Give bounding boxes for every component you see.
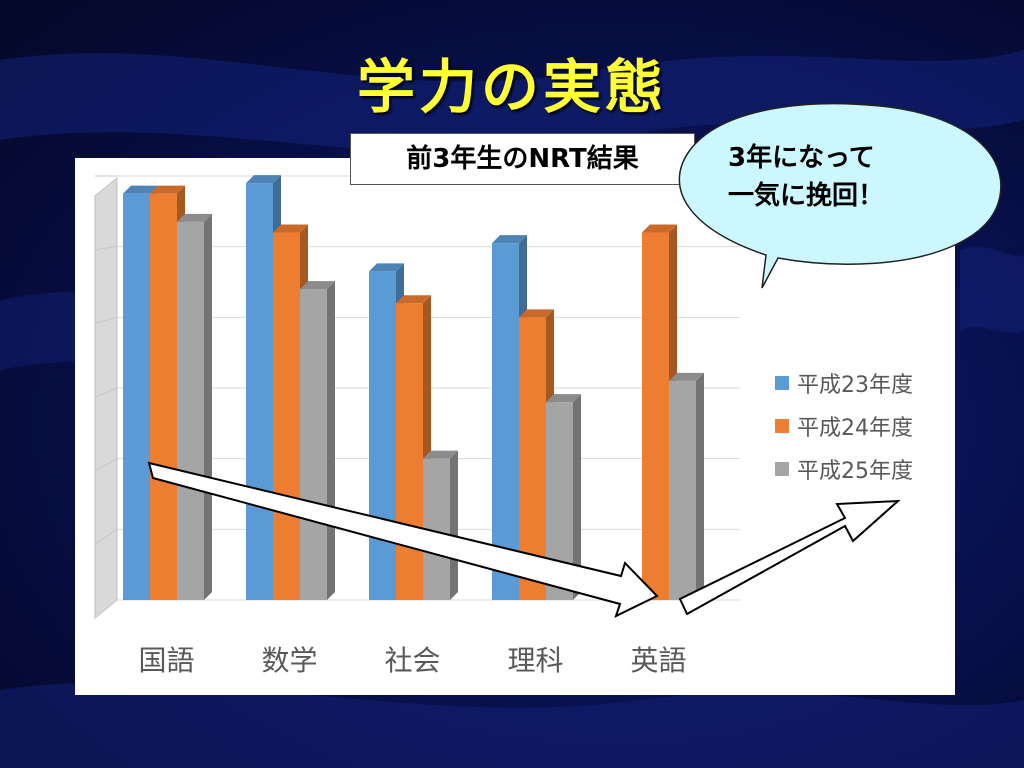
- bar-top: [123, 185, 158, 194]
- bar: [492, 243, 519, 600]
- legend-swatch-series3: [775, 462, 789, 476]
- category-label: 社会: [384, 644, 440, 677]
- bar-top: [423, 450, 458, 459]
- callout-line-2: 一気に挽回！: [728, 181, 885, 211]
- bar-chart: 国語 数学 社会 理科 英語: [94, 175, 901, 677]
- bar-side: [696, 372, 704, 600]
- chart-side-wall: [94, 176, 118, 620]
- bar: [642, 232, 669, 600]
- gridline-side: [94, 458, 118, 472]
- slide-title: 学力の実態: [356, 53, 667, 121]
- bar: [150, 193, 177, 600]
- bar-side: [204, 213, 212, 600]
- bar-top: [519, 309, 554, 318]
- callout-line-1: 3年になって: [728, 143, 875, 173]
- bar-top: [642, 224, 677, 233]
- legend-label-series1: 平成23年度: [797, 373, 913, 398]
- bar-top: [492, 235, 527, 244]
- bar: [246, 183, 273, 601]
- category-label: 英語: [630, 644, 686, 677]
- arrow-decline: [147, 461, 659, 618]
- arrow-rise: [678, 499, 901, 616]
- legend-swatch-series2: [775, 419, 789, 433]
- category-label: 理科: [507, 644, 563, 677]
- bar: [396, 303, 423, 600]
- bar-side: [327, 281, 335, 600]
- bar-side: [450, 450, 458, 600]
- bar-top: [546, 394, 581, 403]
- bar-top: [369, 263, 404, 272]
- bar: [273, 232, 300, 600]
- bar: [369, 271, 396, 600]
- chart-subtitle-box: 前3年生のNRT結果: [350, 133, 695, 185]
- gridline-side: [94, 528, 118, 545]
- legend-label-series3: 平成25年度: [797, 459, 913, 484]
- bar: [177, 221, 204, 600]
- gridline-side: [94, 246, 118, 251]
- category-label: 数学: [261, 644, 317, 677]
- gridline-side: [94, 599, 118, 619]
- bar-top: [669, 372, 704, 381]
- bar: [300, 289, 327, 600]
- legend-item-series1: 平成23年度: [775, 371, 913, 398]
- legend-swatch-series1: [775, 376, 789, 390]
- gridline-side: [94, 316, 118, 324]
- bar-top: [150, 185, 185, 194]
- bar-side: [573, 394, 581, 600]
- bar-top: [300, 281, 335, 290]
- legend-item-series2: 平成24年度: [775, 414, 913, 441]
- category-label: 国語: [138, 644, 194, 677]
- legend-label-series2: 平成24年度: [797, 416, 913, 441]
- legend-item-series3: 平成25年度: [775, 457, 913, 484]
- bar: [123, 193, 150, 600]
- bar: [669, 380, 696, 600]
- bar-top: [246, 175, 281, 184]
- bar-top: [177, 213, 212, 222]
- bar-top: [273, 224, 308, 233]
- gridline-side: [94, 387, 118, 398]
- callout-text: 3年になって 一気に挽回！: [728, 139, 958, 215]
- bar-top: [396, 295, 431, 304]
